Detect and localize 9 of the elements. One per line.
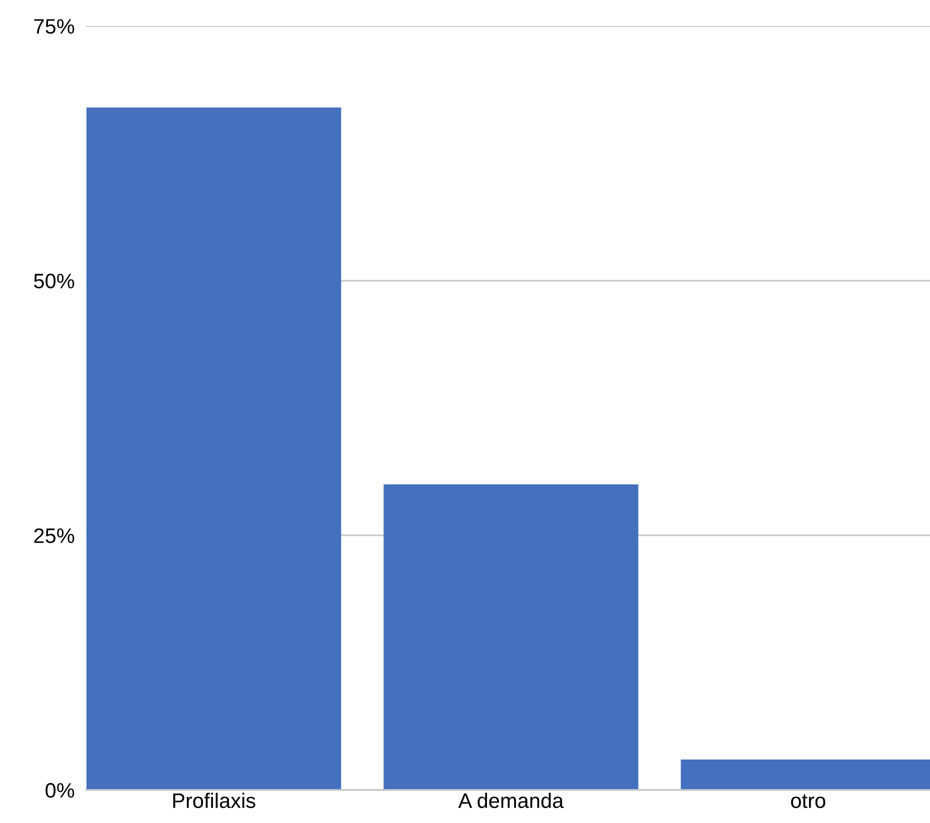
y-tick-label: 0%	[46, 783, 74, 798]
x-tick-label: otro	[791, 794, 826, 808]
y-tick-label: 25%	[34, 528, 74, 544]
y-tick-label: 50%	[34, 274, 74, 288]
bar	[384, 484, 638, 790]
x-tick-label: Profilaxis	[173, 792, 256, 808]
bar	[86, 107, 342, 790]
x-tick-label: A demanda	[458, 792, 564, 808]
y-tick-label: 75%	[34, 19, 74, 34]
